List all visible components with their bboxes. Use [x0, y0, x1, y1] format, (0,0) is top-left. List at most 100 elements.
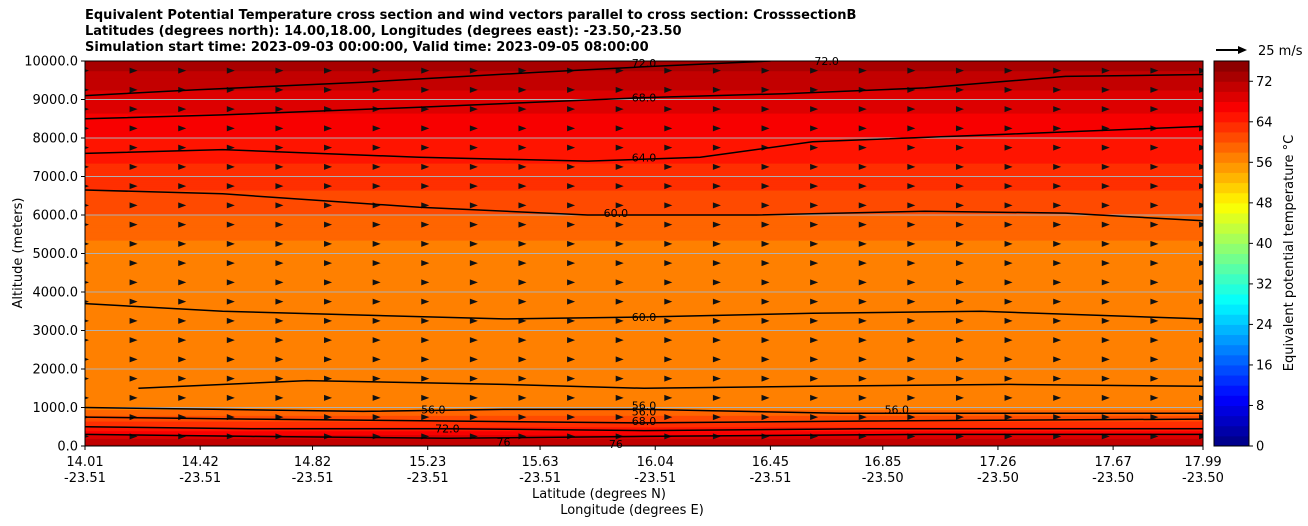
wind-arrow: [226, 298, 235, 305]
filled-band: [85, 318, 1203, 322]
wind-arrow: [1150, 260, 1159, 267]
wind-arrow: [1150, 86, 1159, 93]
wind-arrow: [421, 337, 430, 344]
wind-arrow: [664, 202, 673, 209]
filled-band: [85, 253, 1203, 257]
wind-arrow: [858, 125, 867, 132]
wind-arrow: [372, 414, 381, 421]
contour-line: [85, 302, 1203, 320]
wind-arrow: [469, 202, 478, 209]
wind-arrow: [810, 298, 819, 305]
wind-arrow: [907, 221, 916, 228]
wind-arrow: [567, 414, 576, 421]
wind-arrow: [1101, 240, 1110, 247]
y-tick-label: 10000.0: [24, 55, 78, 70]
wind-arrow: [810, 163, 819, 170]
wind-arrow: [615, 144, 624, 151]
wind-arrow: [761, 414, 770, 421]
wind-arrow: [85, 88, 89, 92]
wind-arrow: [324, 414, 333, 421]
filled-band: [85, 218, 1203, 222]
wind-arrow: [129, 337, 138, 344]
wind-arrow: [955, 106, 964, 113]
wind-arrow: [324, 144, 333, 151]
wind-arrow: [712, 317, 721, 324]
wind-arrow: [567, 337, 576, 344]
wind-arrow: [1053, 106, 1062, 113]
wind-arrow: [226, 125, 235, 132]
wind-arrow: [129, 183, 138, 190]
filled-band: [85, 395, 1203, 399]
x-tick-label-lat: 15.63: [521, 455, 558, 470]
wind-arrow: [372, 337, 381, 344]
x-tick-label-lat: 17.67: [1095, 455, 1132, 470]
filled-band: [85, 359, 1203, 362]
wind-arrow: [1004, 317, 1013, 324]
wind-arrow: [615, 356, 624, 363]
filled-band: [85, 78, 1203, 81]
wind-arrow: [421, 317, 430, 324]
wind-arrow: [1150, 337, 1159, 344]
wind-arrow: [518, 375, 527, 382]
filled-band: [85, 84, 1203, 87]
colorbar-segment: [1214, 435, 1249, 447]
filled-band: [85, 230, 1203, 233]
wind-arrow: [858, 260, 867, 267]
wind-arrow: [858, 414, 867, 421]
wind-arrow: [1053, 394, 1062, 401]
wind-arrow: [1004, 337, 1013, 344]
filled-band: [85, 292, 1203, 295]
wind-arrow: [129, 202, 138, 209]
filled-band: [85, 184, 1203, 187]
wind-arrow: [1004, 183, 1013, 190]
wind-arrow: [518, 125, 527, 132]
wind-arrow: [518, 298, 527, 305]
wind-arrow: [372, 356, 381, 363]
wind-arrow: [664, 183, 673, 190]
wind-arrow: [955, 394, 964, 401]
filled-band: [85, 413, 1203, 416]
wind-arrow: [518, 221, 527, 228]
filled-band: [85, 141, 1203, 145]
filled-band: [85, 305, 1203, 308]
wind-arrow: [1101, 106, 1110, 113]
filled-band: [85, 317, 1203, 320]
filled-band: [85, 89, 1203, 93]
wind-arrow: [761, 202, 770, 209]
filled-band: [85, 280, 1203, 283]
wind-arrow: [275, 106, 284, 113]
wind-arrow: [615, 279, 624, 286]
contour-line: [85, 125, 1203, 162]
wind-arrow: [567, 317, 576, 324]
wind-arrow: [372, 298, 381, 305]
wind-arrow: [1004, 86, 1013, 93]
colorbar-segment: [1214, 405, 1249, 417]
colorbar-segment: [1214, 121, 1249, 133]
wind-arrow: [421, 240, 430, 247]
wind-arrow: [275, 125, 284, 132]
colorbar-segment: [1214, 314, 1249, 325]
filled-band: [85, 249, 1203, 253]
wind-arrow: [615, 202, 624, 209]
wind-arrow: [518, 144, 527, 151]
filled-band: [85, 243, 1203, 247]
filled-band: [85, 384, 1203, 387]
wind-arrow: [421, 356, 430, 363]
wind-arrow: [178, 202, 187, 209]
wind-arrow: [907, 279, 916, 286]
wind-arrow: [275, 279, 284, 286]
wind-arrow: [810, 183, 819, 190]
filled-band: [85, 170, 1203, 174]
filled-band: [85, 426, 1203, 430]
filled-band: [85, 70, 1203, 74]
wind-arrow: [469, 394, 478, 401]
colorbar-tick-label: 48: [1256, 196, 1273, 211]
filled-band: [85, 116, 1203, 120]
wind-arrow: [1004, 414, 1013, 421]
wind-arrow: [178, 125, 187, 132]
filled-band: [85, 290, 1203, 293]
wind-arrow: [129, 298, 138, 305]
wind-arrow: [129, 163, 138, 170]
wind-arrow: [664, 337, 673, 344]
wind-arrow: [712, 375, 721, 382]
